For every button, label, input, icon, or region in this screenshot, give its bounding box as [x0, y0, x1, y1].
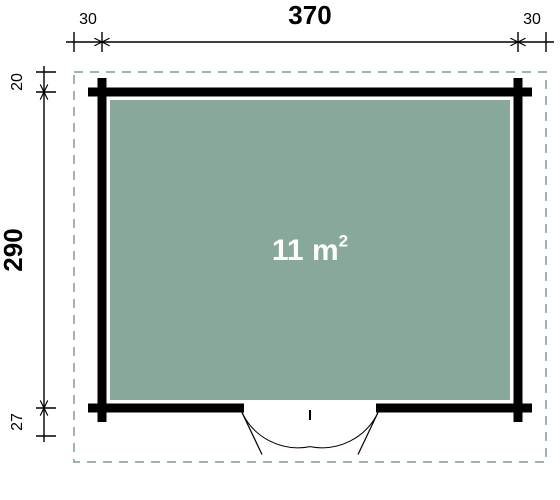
- dim-left-bottom-label: 27: [9, 413, 26, 431]
- area-label: 11 m2: [272, 232, 348, 268]
- dim-top-right-label: 30: [523, 11, 541, 28]
- dim-top-main-label: 370: [288, 0, 331, 30]
- dim-top-left-label: 30: [79, 11, 97, 28]
- dim-left-top-label: 20: [9, 73, 26, 91]
- dim-left-main-label: 290: [0, 228, 28, 271]
- door-left-arc: [242, 413, 310, 448]
- door-right-arc: [310, 413, 378, 448]
